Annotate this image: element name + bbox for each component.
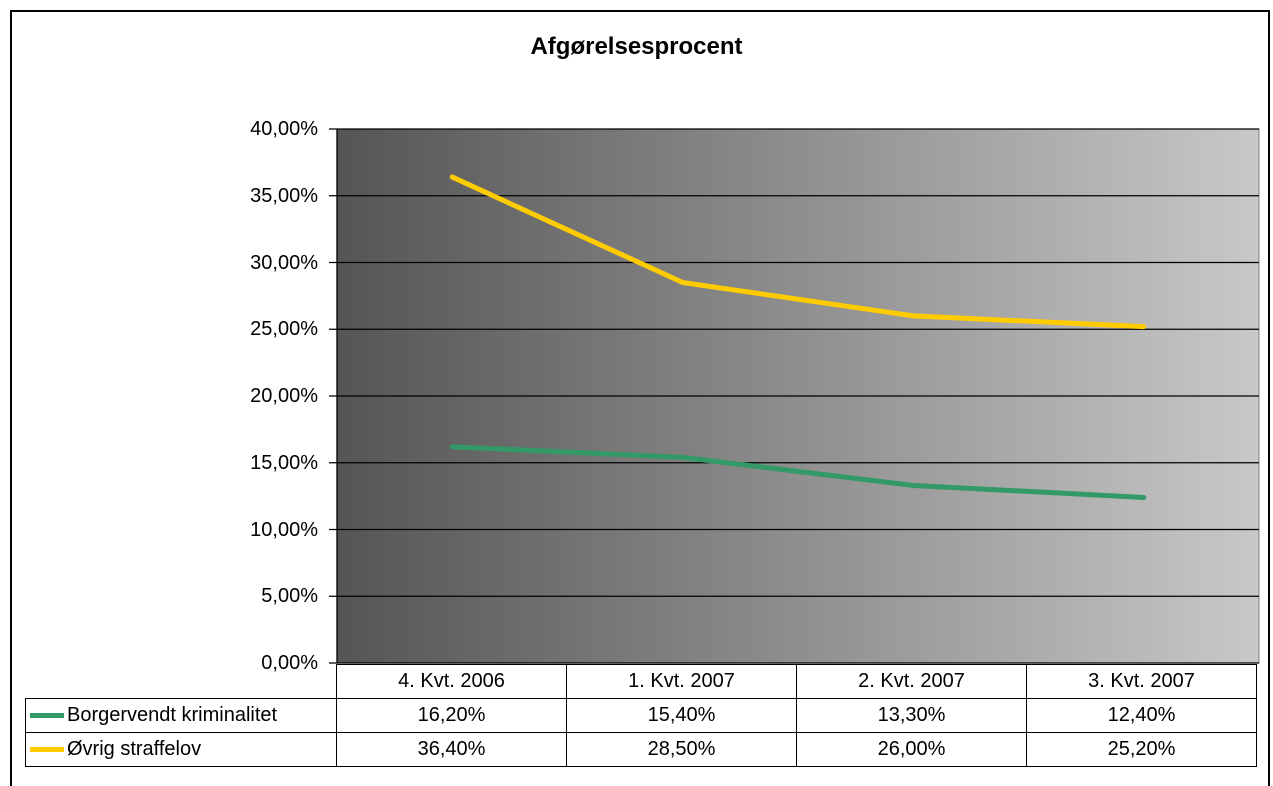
- legend-entry: Øvrig straffelov: [25, 732, 337, 767]
- y-tick-label: 5,00%: [261, 585, 318, 608]
- data-label: 12,40%: [1026, 698, 1257, 733]
- data-point: [449, 444, 455, 450]
- y-tick-label: 40,00%: [250, 118, 318, 140]
- chart-frame: [10, 10, 1270, 786]
- data-label: 28,50%: [566, 732, 797, 767]
- data-label: 15,40%: [566, 698, 797, 733]
- category-label: 2. Kvt. 2007: [796, 664, 1027, 699]
- table-header-row: 4. Kvt. 2006 1. Kvt. 2007 2. Kvt. 2007 3…: [25, 664, 1257, 699]
- data-table: 4. Kvt. 2006 1. Kvt. 2007 2. Kvt. 2007 3…: [25, 664, 1257, 767]
- y-tick-label: 15,00%: [250, 451, 318, 474]
- data-point: [1141, 324, 1147, 330]
- chart-title: Afgørelsesprocent: [530, 33, 743, 60]
- data-point: [680, 280, 686, 286]
- table-row: Borgervendt kriminalitet 16,20% 15,40% 1…: [25, 698, 1257, 733]
- series-line-2: [451, 174, 1144, 330]
- y-tick-label: 35,00%: [250, 184, 318, 207]
- legend-swatch-yellow: [30, 747, 64, 753]
- legend-label: Øvrig straffelov: [67, 738, 202, 760]
- category-label: 3. Kvt. 2007: [1026, 664, 1257, 699]
- data-label: 26,00%: [796, 732, 1027, 767]
- data-point: [680, 454, 686, 460]
- data-label: 36,40%: [336, 732, 567, 767]
- y-tick-label: 25,00%: [250, 318, 318, 341]
- y-tick-label: 10,00%: [250, 518, 318, 541]
- data-point: [1141, 494, 1147, 500]
- y-tick-label: 30,00%: [250, 251, 318, 274]
- category-label: 1. Kvt. 2007: [566, 664, 797, 699]
- legend-entry: Borgervendt kriminalitet: [25, 698, 337, 733]
- legend-swatch-green: [30, 713, 64, 719]
- data-label: 25,20%: [1026, 732, 1257, 767]
- series-line-1: [452, 444, 1144, 500]
- data-point: [910, 482, 916, 488]
- y-tick-label: 20,00%: [250, 385, 318, 407]
- table-row: Øvrig straffelov 36,40% 28,50% 26,00% 25…: [25, 732, 1257, 767]
- data-label: 13,30%: [796, 698, 1027, 733]
- legend-label: Borgervendt kriminalitet: [67, 704, 278, 726]
- data-label: 16,20%: [336, 698, 567, 733]
- table-corner: [25, 664, 337, 699]
- category-label: 4. Kvt. 2006: [336, 664, 567, 699]
- data-point: [449, 174, 455, 180]
- data-point: [910, 313, 916, 319]
